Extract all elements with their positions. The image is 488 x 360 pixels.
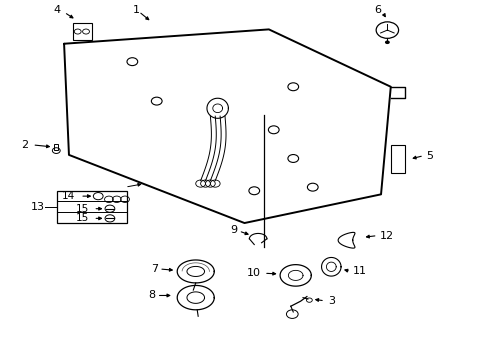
Text: 15: 15 xyxy=(76,213,89,223)
Text: 15: 15 xyxy=(76,204,89,214)
Text: 11: 11 xyxy=(352,266,366,276)
Text: 5: 5 xyxy=(425,150,432,161)
FancyBboxPatch shape xyxy=(73,23,92,40)
Bar xyxy=(390,145,405,173)
Text: 13: 13 xyxy=(31,202,45,212)
Text: 1: 1 xyxy=(132,5,139,15)
Text: 7: 7 xyxy=(151,264,158,274)
Text: 12: 12 xyxy=(379,231,393,240)
Text: 9: 9 xyxy=(229,225,237,235)
Text: 6: 6 xyxy=(373,5,381,15)
Text: 8: 8 xyxy=(148,291,155,301)
Text: 10: 10 xyxy=(246,268,261,278)
Bar xyxy=(54,144,58,149)
Text: 14: 14 xyxy=(61,191,75,201)
Text: 3: 3 xyxy=(328,296,335,306)
Text: 4: 4 xyxy=(53,5,61,15)
Bar xyxy=(57,191,127,223)
Text: 2: 2 xyxy=(21,140,28,150)
Circle shape xyxy=(384,41,389,44)
